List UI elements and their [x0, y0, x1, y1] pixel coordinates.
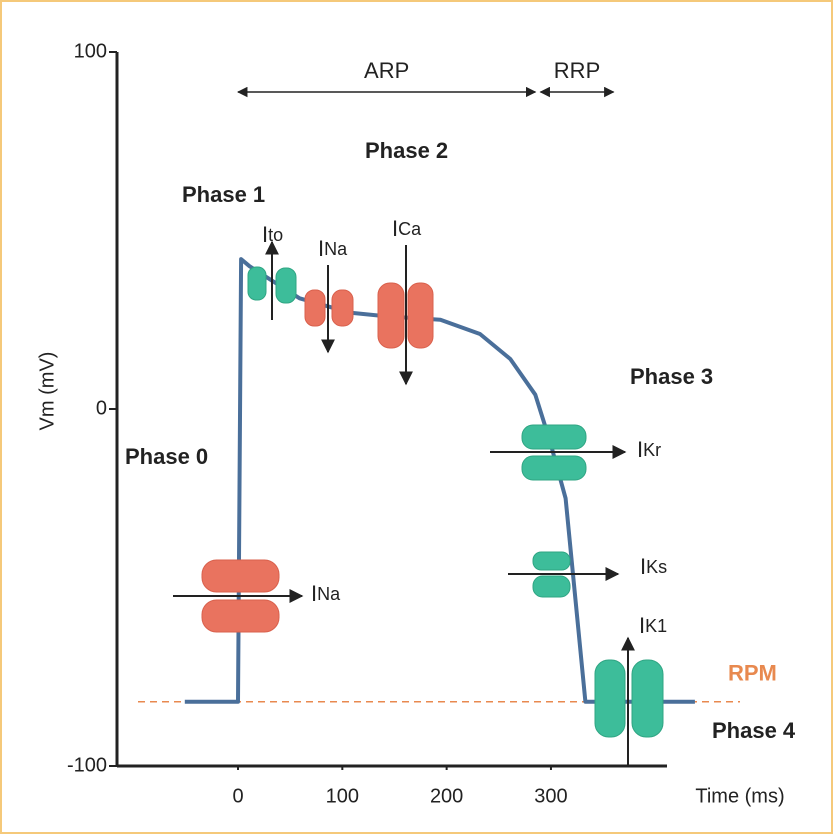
ion-channel: [201, 599, 280, 633]
current-subscript: Na: [317, 584, 341, 604]
phase-label: Phase 1: [182, 182, 265, 207]
current-subscript: Na: [324, 239, 348, 259]
current-label: IKs: [640, 554, 667, 579]
current-symbol: I: [639, 613, 645, 638]
phase-label: Phase 0: [125, 444, 208, 469]
x-tick-label: 200: [430, 785, 463, 807]
current-label: INa: [311, 581, 341, 606]
current-symbol: I: [637, 437, 643, 462]
action-potential: [184, 257, 695, 704]
current-symbol: I: [318, 236, 324, 261]
ion-channel: [377, 282, 405, 349]
ion-channel: [532, 551, 571, 571]
interval-label: RRP: [554, 58, 600, 83]
current-subscript: Ca: [398, 219, 422, 239]
y-axis-label: Vm (mV): [36, 352, 58, 431]
ion-channel: [275, 267, 297, 304]
current-label: IKr: [637, 437, 661, 462]
interval-label: ARP: [364, 58, 409, 83]
current-label: IK1: [639, 613, 667, 638]
ion-channel: [247, 266, 267, 301]
current-label: ICa: [392, 216, 422, 241]
ion-channel: [201, 559, 280, 593]
ion-channel: [532, 575, 571, 598]
ion-channel: [521, 455, 587, 481]
phase-label: Phase 3: [630, 364, 713, 389]
phase-label: Phase 4: [712, 718, 796, 743]
x-axis-label: Time (ms): [695, 785, 784, 807]
ion-channel: [331, 289, 354, 327]
y-tick-label: 0: [96, 397, 107, 419]
x-tick-label: 100: [326, 785, 359, 807]
ion-channel: [594, 659, 626, 738]
current-symbol: I: [311, 581, 317, 606]
current-subscript: to: [268, 225, 283, 245]
y-tick-label: 100: [74, 40, 107, 62]
current-symbol: I: [262, 222, 268, 247]
current-subscript: K1: [645, 616, 667, 636]
current-label: INa: [318, 236, 348, 261]
current-symbol: I: [640, 554, 646, 579]
x-tick-label: 300: [534, 785, 567, 807]
ion-channel: [521, 424, 587, 450]
reference-label: RPM: [728, 661, 777, 686]
current-subscript: Ks: [646, 557, 667, 577]
phase-label: Phase 2: [365, 138, 448, 163]
current-subscript: Kr: [643, 440, 661, 460]
y-tick-label: -100: [67, 754, 107, 776]
ion-channel: [407, 282, 434, 349]
ion-channel: [304, 289, 326, 327]
x-tick-label: 0: [232, 785, 243, 807]
current-symbol: I: [392, 216, 398, 241]
ion-channel: [631, 659, 664, 738]
current-label: Ito: [262, 222, 283, 247]
